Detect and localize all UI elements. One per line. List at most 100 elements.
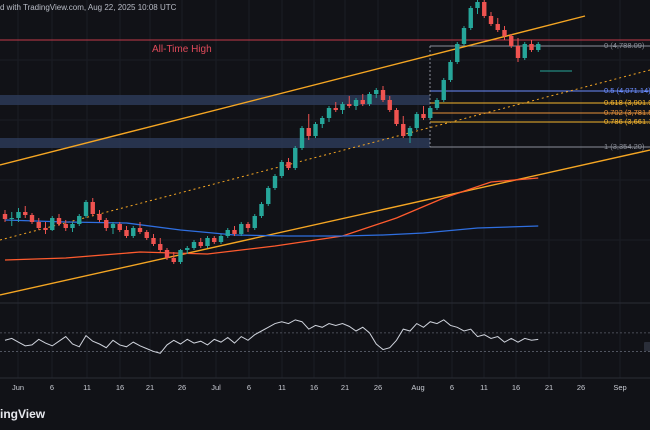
ma-slow-line — [4, 219, 539, 237]
candle-body — [77, 216, 82, 224]
candle-body — [353, 100, 359, 106]
time-axis-tick-label: 16 — [115, 383, 125, 392]
candle-body — [124, 230, 129, 236]
time-axis-tick-label: 26 — [177, 383, 187, 392]
candle-body — [16, 212, 21, 218]
fib-level-label: 0.702 (3,781.53) — [604, 108, 650, 117]
candle-body — [245, 224, 251, 228]
candle-body — [90, 202, 95, 214]
candle-body — [387, 100, 392, 110]
candle-body — [407, 128, 413, 136]
candle-body — [455, 44, 460, 62]
chart-header-text: d with TradingView.com, Aug 22, 2025 10:… — [0, 3, 177, 12]
candle-body — [198, 242, 203, 246]
time-axis-tick-label: 6 — [49, 383, 55, 392]
candle-body — [529, 44, 534, 50]
candle-body — [43, 228, 48, 230]
candle-body — [306, 128, 311, 136]
candle-body — [326, 108, 332, 118]
ma-fast-line — [4, 177, 539, 261]
candle-body — [475, 2, 480, 8]
candle-body — [23, 212, 28, 215]
candle-body — [205, 238, 210, 246]
candle-body — [137, 228, 143, 232]
candle-body — [495, 24, 500, 30]
candle-body — [171, 258, 176, 262]
candle-body — [320, 118, 325, 124]
moving-averages — [4, 177, 539, 261]
tradingview-logo: ingView — [0, 407, 46, 421]
time-axis-tick-label: 11 — [480, 383, 488, 392]
candle-body — [272, 176, 278, 188]
candle-body — [428, 108, 433, 118]
candle-body — [70, 224, 75, 228]
candle-body — [164, 250, 170, 258]
candle-body — [144, 232, 149, 238]
grid — [0, 0, 650, 379]
time-axis-tick-label: 6 — [449, 383, 455, 392]
candle-body — [468, 8, 473, 28]
candle-body — [293, 148, 298, 168]
candle-body — [266, 188, 271, 204]
candle-body — [441, 80, 446, 100]
candle-body — [286, 162, 291, 168]
candle-body — [212, 238, 217, 242]
candle-body — [340, 104, 345, 110]
candle-body — [218, 236, 224, 242]
candle-body — [2, 214, 8, 219]
fib-level-label: 0.786 (3,661.18) — [604, 117, 650, 126]
time-axis-tick-label: 11 — [278, 383, 286, 392]
candle-body — [360, 100, 365, 104]
candle-body — [509, 36, 514, 46]
candle-body — [185, 248, 190, 250]
channel-lower — [0, 149, 650, 296]
support-resistance-zones — [0, 39, 650, 148]
support-zone — [0, 138, 430, 148]
candle-body — [151, 238, 156, 244]
candle-body — [279, 162, 284, 176]
channel-upper — [0, 15, 586, 166]
candle-body — [232, 230, 237, 234]
candle-body — [110, 224, 116, 228]
candle-body — [522, 44, 527, 58]
time-axis-tick-label: 11 — [83, 383, 91, 392]
candle-body — [252, 216, 257, 228]
time-axis-tick-label: Jun — [11, 383, 25, 392]
resistance-zone — [0, 95, 430, 105]
channel-midline — [0, 69, 650, 241]
candle-body — [421, 114, 426, 118]
time-axis-tick-label: Aug — [411, 383, 425, 392]
candle-body — [461, 28, 467, 44]
candle-body — [29, 215, 35, 222]
time-axis-tick-label: 26 — [373, 383, 383, 392]
candle-body — [536, 44, 541, 50]
time-axis-tick-label: 21 — [340, 383, 350, 392]
rsi-line — [4, 319, 539, 354]
candle-body — [380, 90, 386, 100]
candle-body — [299, 128, 305, 148]
fib-level-label: 1 (3,354.20) — [604, 142, 645, 151]
candle-body — [83, 202, 89, 216]
fib-level-label: 0.5 (4,071.14) — [604, 86, 650, 95]
fib-level-label: 0 (4,788.09) — [604, 41, 645, 50]
candle-body — [56, 218, 62, 224]
candle-body — [401, 124, 406, 136]
rsi-indicator — [0, 319, 650, 354]
candle-body — [158, 244, 163, 250]
candle-body — [259, 204, 264, 216]
all-time-high-label: All-Time High — [152, 44, 212, 55]
candle-body — [178, 250, 183, 262]
time-axis-tick-label: Jul — [211, 383, 221, 392]
candle-body — [394, 110, 399, 124]
time-axis-tick-label: 16 — [309, 383, 319, 392]
fib-level-label: 0.618 (3,901.90) — [604, 98, 650, 107]
candle-body — [36, 222, 41, 228]
time-axis-tick-label: 26 — [576, 383, 586, 392]
candle-body — [333, 108, 338, 110]
candle-body — [239, 224, 244, 234]
time-axis-tick-label: 6 — [246, 383, 252, 392]
candle-body — [448, 62, 453, 80]
time-axis-tick-label: 16 — [511, 383, 521, 392]
